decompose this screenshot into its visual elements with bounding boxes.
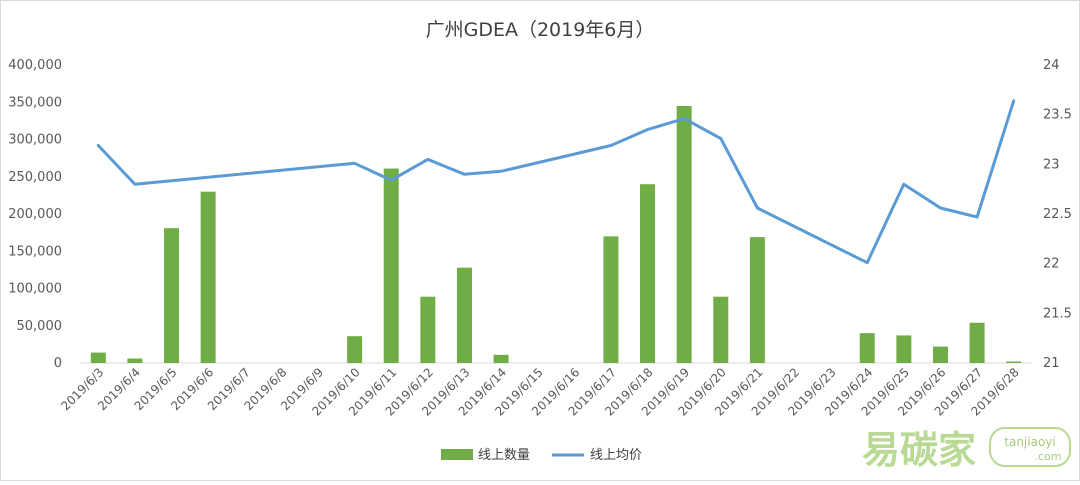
- chart-title: 广州GDEA（2019年6月）: [426, 19, 655, 41]
- bar: [969, 322, 985, 363]
- watermark-en: tanjiaoyi: [1004, 435, 1055, 449]
- bar: [896, 335, 912, 363]
- bar: [164, 228, 180, 363]
- bar-series: [90, 105, 1022, 363]
- right-tick-label: 21.5: [1043, 306, 1072, 321]
- line-series: [96, 99, 1016, 265]
- legend-label-line: 线上均价: [590, 448, 642, 463]
- right-tick-label: 22: [1043, 257, 1060, 272]
- left-tick-label: 350,000: [8, 95, 62, 110]
- bar: [713, 296, 729, 363]
- left-tick-label: 50,000: [17, 319, 63, 334]
- bar: [200, 191, 216, 363]
- bar: [603, 236, 619, 363]
- right-tick-label: 22.5: [1043, 207, 1072, 222]
- bar: [640, 184, 656, 363]
- left-tick-label: 400,000: [8, 58, 62, 73]
- watermark-badge: [989, 427, 1071, 467]
- bar: [456, 267, 472, 363]
- left-tick-label: 300,000: [8, 133, 62, 148]
- left-tick-label: 100,000: [8, 282, 62, 297]
- watermark-cn: 易碳家: [862, 428, 976, 472]
- bar: [932, 346, 948, 363]
- bar: [859, 333, 875, 363]
- bar: [749, 237, 765, 363]
- legend-swatch-bar: [441, 449, 473, 460]
- watermark: 易碳家 tanjiaoyi .com: [862, 427, 1071, 472]
- right-tick-label: 23.5: [1043, 108, 1072, 123]
- right-tick-label: 23: [1043, 157, 1060, 172]
- bar: [1006, 361, 1022, 363]
- left-tick-label: 150,000: [8, 244, 62, 259]
- left-tick-label: 250,000: [8, 170, 62, 185]
- line-path: [96, 99, 1016, 265]
- bar: [420, 296, 436, 363]
- left-axis-ticks: 0 50,000 100,000 150,000 200,000 250,000 300,0…: [8, 58, 62, 371]
- legend: 线上数量 线上均价: [441, 448, 642, 463]
- bar: [676, 105, 692, 363]
- bar: [90, 352, 106, 363]
- bar: [383, 168, 399, 363]
- bar: [493, 354, 509, 363]
- left-tick-label: 0: [54, 356, 62, 371]
- bar: [127, 358, 143, 363]
- right-tick-label: 24: [1043, 58, 1060, 73]
- bar: [347, 336, 363, 363]
- right-tick-label: 21: [1043, 356, 1060, 371]
- watermark-domain: .com: [1035, 450, 1062, 463]
- right-axis-ticks: 21 21.5 22 22.5 23 23.5 24: [1043, 58, 1072, 371]
- legend-label-bar: 线上数量: [478, 448, 530, 463]
- left-tick-label: 200,000: [8, 207, 62, 222]
